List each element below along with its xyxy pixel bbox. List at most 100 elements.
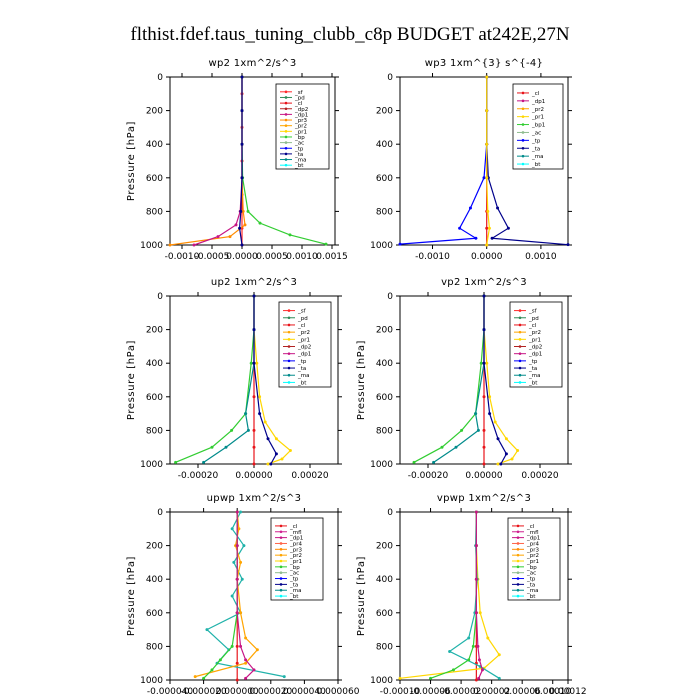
data-point — [482, 361, 486, 365]
x-tick-label: 0.000020 — [249, 687, 292, 697]
panel-2: wp3 1xm^{3} s^{-4} 0 200 400 600 800 1000 -0.00… — [370, 58, 572, 262]
legend-label: _ta — [531, 146, 540, 152]
data-point — [488, 395, 492, 399]
data-point — [496, 437, 500, 441]
y-tick-label: 1000 — [370, 241, 393, 251]
legend-label: _dp1 — [526, 536, 540, 542]
legend-marker — [284, 141, 288, 144]
legend-label: _bt — [528, 380, 538, 386]
legend-label: _pr3 — [526, 547, 540, 553]
legend-marker — [518, 373, 522, 377]
data-point — [482, 294, 486, 298]
legend-label: _pr1 — [289, 559, 302, 565]
legend-marker — [279, 577, 283, 580]
legend-label: _pr4 — [289, 541, 303, 547]
legend-label: _bp — [289, 565, 300, 571]
data-point — [468, 206, 472, 210]
legend-marker — [516, 588, 520, 592]
data-point — [482, 395, 486, 399]
panel-5: upwp 1xm^2/s^3 Pressure [hPa] 0 200 400 600 80… — [126, 493, 360, 697]
y-tick-label: 200 — [146, 542, 163, 552]
x-tick-label: 0.0015 — [316, 252, 348, 262]
series-line-dp1 — [413, 296, 485, 463]
data-point — [252, 328, 256, 332]
legend-marker — [521, 162, 525, 166]
legend-marker — [518, 352, 522, 355]
legend-marker — [516, 565, 520, 569]
legend-marker — [521, 146, 525, 150]
data-point — [478, 611, 482, 615]
data-point — [474, 236, 478, 240]
data-point — [398, 242, 402, 246]
legend-label: _ac — [526, 571, 536, 577]
data-point — [193, 675, 197, 679]
data-point — [440, 445, 444, 449]
legend-label: _sf — [528, 309, 538, 315]
legend-label: _ma — [528, 373, 540, 379]
legend-marker — [279, 536, 283, 539]
data-point — [230, 428, 234, 432]
data-point — [202, 460, 206, 464]
data-point — [482, 462, 486, 466]
data-point — [486, 636, 490, 640]
panel-6: vpwp 1xm^2/s^3 Pressure [hPa] 0 200 400 600 80… — [356, 493, 587, 697]
data-point — [499, 462, 503, 466]
legend-marker — [518, 359, 522, 363]
y-axis-label: Pressure [hPa] — [356, 556, 367, 636]
legend-label: _cl — [297, 323, 306, 329]
data-point — [216, 235, 220, 239]
legend-marker — [284, 163, 288, 167]
data-point — [235, 644, 239, 648]
data-point — [496, 462, 500, 466]
legend-label: _dp2 — [297, 345, 311, 351]
data-point — [241, 209, 245, 213]
legend-marker — [279, 571, 283, 574]
panel-1: wp2 1xm^2/s^3 Pressure [hPa] 0 200 400 600 800… — [126, 58, 348, 262]
legend-marker — [284, 113, 288, 116]
data-point — [210, 668, 214, 672]
data-point — [474, 577, 478, 581]
data-point — [174, 460, 178, 464]
data-point — [282, 675, 286, 679]
legend-label: _pr2 — [289, 553, 302, 559]
legend-marker — [279, 583, 283, 586]
data-point — [493, 420, 497, 424]
x-tick-label: 0.0010 — [286, 252, 318, 262]
legend-label: _bp — [294, 135, 305, 141]
data-point — [485, 361, 489, 365]
panel-title: upwp 1xm^2/s^3 — [207, 493, 302, 504]
y-axis-label: Pressure [hPa] — [126, 121, 137, 201]
y-tick-label: 400 — [376, 140, 393, 150]
legend-marker — [521, 154, 525, 158]
legend-box — [509, 301, 563, 388]
legend-marker — [279, 548, 283, 551]
legend-label: _pr1 — [294, 129, 307, 135]
legend-label: _pd — [294, 95, 305, 101]
y-tick-label: 600 — [376, 393, 393, 403]
legend-label: _pr3 — [289, 547, 303, 553]
legend-label: _mfl — [289, 530, 302, 536]
data-point — [252, 462, 256, 466]
y-tick-label: 400 — [376, 575, 393, 585]
data-point — [258, 221, 262, 225]
data-point — [246, 209, 250, 213]
data-point — [480, 668, 484, 672]
data-point — [482, 428, 486, 432]
data-point — [235, 678, 239, 682]
legend-marker — [518, 309, 522, 312]
data-point — [210, 445, 214, 449]
y-tick-label: 400 — [376, 359, 393, 369]
data-point — [235, 611, 239, 615]
legend-marker — [287, 381, 291, 384]
legend-label: _mfl — [526, 530, 539, 536]
legend-label: _cl — [294, 101, 303, 107]
series-line-dp1 — [193, 77, 243, 246]
series-line-ma — [203, 296, 255, 463]
data-point — [239, 560, 243, 564]
y-tick-label: 1000 — [140, 241, 163, 251]
data-point — [244, 676, 248, 680]
legend-marker — [284, 130, 288, 133]
data-point — [274, 452, 278, 456]
data-point — [482, 328, 486, 332]
